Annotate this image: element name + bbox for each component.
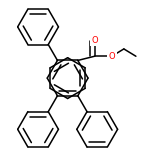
Text: O: O (109, 52, 115, 61)
Text: O: O (91, 36, 98, 45)
